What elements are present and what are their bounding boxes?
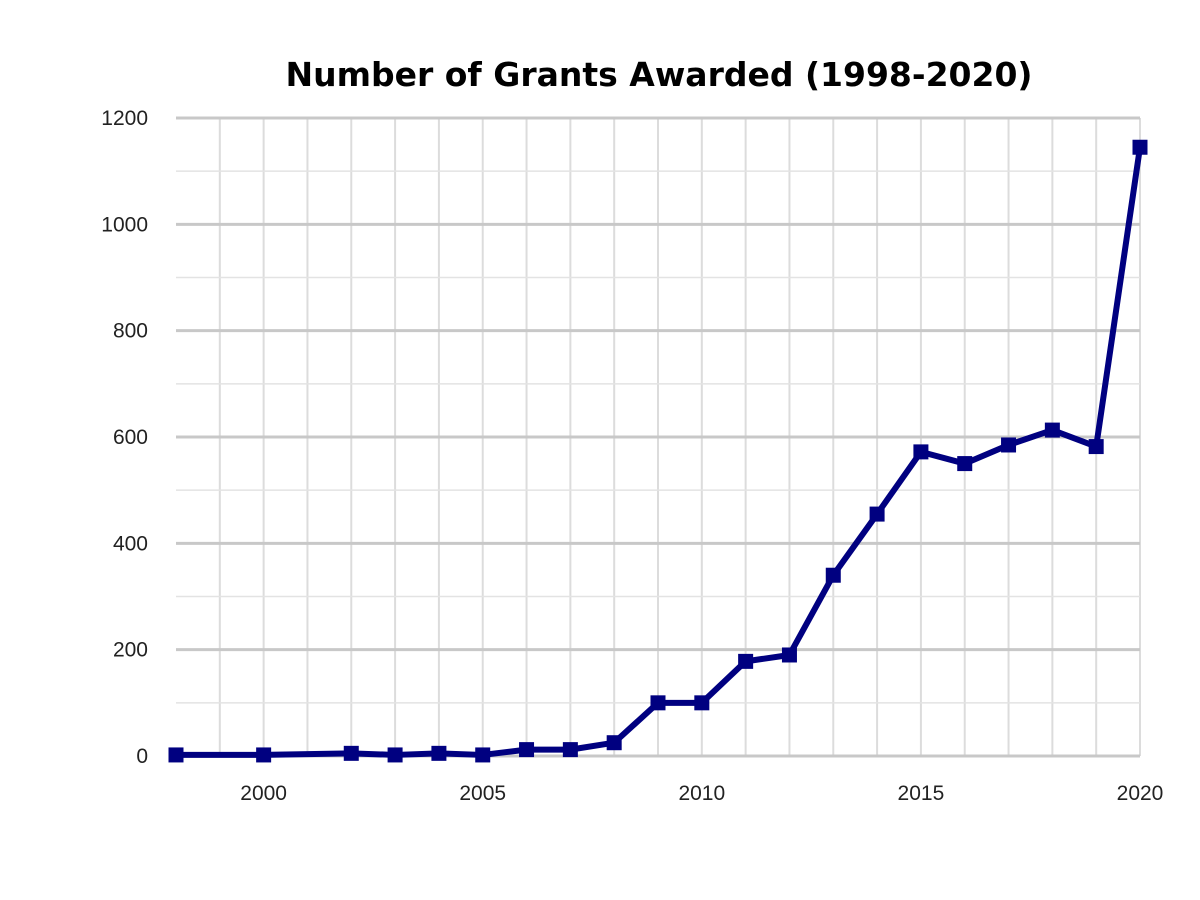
data-point-marker: [694, 695, 710, 711]
y-tick-label: 0: [136, 745, 148, 768]
y-tick-label: 400: [113, 532, 148, 555]
x-tick-label: 2010: [678, 782, 725, 805]
chart-title: Number of Grants Awarded (1998-2020): [285, 55, 1032, 94]
data-point-marker: [519, 742, 535, 758]
data-point-marker: [1044, 422, 1060, 438]
data-point-marker: [1088, 439, 1104, 455]
data-point-marker: [1001, 437, 1017, 453]
data-point-marker: [431, 745, 447, 761]
data-point-marker: [256, 747, 272, 763]
y-tick-label: 800: [113, 320, 148, 343]
data-point-marker: [168, 747, 184, 763]
data-point-marker: [738, 653, 754, 669]
data-point-marker: [562, 742, 578, 758]
data-point-marker: [781, 647, 797, 663]
x-tick-label: 2005: [459, 782, 506, 805]
data-point-marker: [869, 506, 885, 522]
x-tick-label: 2000: [240, 782, 287, 805]
data-point-marker: [1132, 139, 1148, 155]
grid: [176, 116, 1141, 758]
data-point-marker: [650, 695, 666, 711]
x-tick-label: 2015: [898, 782, 945, 805]
data-point-marker: [343, 745, 359, 761]
axis-tick-labels: 0 200 400 600 800 1000 1200 2000 2005 2010 2015 202…: [101, 107, 1163, 805]
series-layer: [168, 139, 1148, 763]
y-tick-label: 600: [113, 426, 148, 449]
data-point-marker: [387, 747, 403, 763]
data-point-marker: [475, 747, 491, 763]
y-tick-label: 1200: [101, 107, 148, 130]
x-tick-label: 2020: [1117, 782, 1164, 805]
y-tick-label: 200: [113, 639, 148, 662]
y-tick-label: 1000: [101, 213, 148, 236]
data-point-marker: [957, 456, 973, 472]
data-point-marker: [825, 567, 841, 583]
data-point-marker: [606, 735, 622, 751]
data-point-marker: [913, 444, 929, 460]
